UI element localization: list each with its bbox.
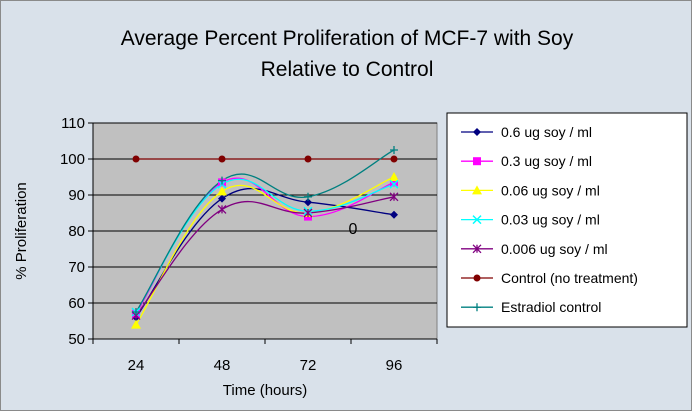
legend-swatch-marker xyxy=(473,157,481,166)
data-point-s2-3 xyxy=(389,172,399,181)
series-line-2 xyxy=(135,176,395,325)
legend-label: 0.3 ug soy / ml xyxy=(501,153,592,169)
x-tick-labels: 24 48 72 96 xyxy=(128,357,403,374)
y-tick-label: 50 xyxy=(68,331,85,348)
y-tick-labels: 50 60 70 80 90 100 110 xyxy=(60,115,85,348)
data-point-s6-3 xyxy=(390,146,398,154)
chart-title-line1: Average Percent Proliferation of MCF-7 w… xyxy=(121,27,574,50)
legend-label: 0.6 ug soy / ml xyxy=(501,124,592,140)
x-tick-label: 96 xyxy=(386,357,403,374)
data-point-s5-2 xyxy=(304,155,312,163)
x-axis-label: Time (hours) xyxy=(223,382,307,399)
data-point-s5-3 xyxy=(390,155,398,163)
data-point-s6-1 xyxy=(218,176,226,185)
legend-label: 0.03 ug soy / ml xyxy=(501,212,600,228)
y-tick-label: 90 xyxy=(68,187,85,204)
x-tick-label: 48 xyxy=(214,357,231,374)
legend-label: 0.06 ug soy / ml xyxy=(501,182,600,198)
data-point-s2-1 xyxy=(217,186,227,196)
y-tick-label: 110 xyxy=(61,115,85,132)
data-point-s0-3 xyxy=(390,210,398,219)
legend-swatch-marker xyxy=(473,274,481,282)
y-tick-label: 80 xyxy=(68,223,85,240)
series-line-4 xyxy=(135,196,395,317)
series-markers xyxy=(131,146,399,329)
data-point-s0-2 xyxy=(304,198,312,207)
data-point-s5-0 xyxy=(132,155,140,163)
y-tick-label: 70 xyxy=(68,259,85,276)
annotation-zero: 0 xyxy=(349,221,358,238)
data-point-s3-3 xyxy=(389,179,399,189)
data-point-s4-2 xyxy=(303,208,313,218)
x-tick-label: 72 xyxy=(300,357,317,374)
data-point-s4-3 xyxy=(389,192,399,202)
y-axis-label: % Proliferation xyxy=(13,182,30,280)
data-point-s0-1 xyxy=(218,194,226,203)
y-tick-label: 100 xyxy=(60,151,85,168)
data-point-s2-0 xyxy=(131,319,141,329)
legend-swatch-marker xyxy=(473,128,481,136)
legend-label: Estradiol control xyxy=(501,299,601,315)
legend-swatch-marker xyxy=(473,303,481,312)
legend-entries: 0.6 ug soy / ml 0.3 ug soy / ml 0.06 ug so… xyxy=(461,124,638,315)
legend-swatch-marker xyxy=(472,244,482,254)
legend-label: Control (no treatment) xyxy=(501,270,638,286)
data-point-s4-1 xyxy=(217,204,227,214)
y-tick-label: 60 xyxy=(68,295,85,312)
data-point-s5-1 xyxy=(218,155,226,163)
data-point-s6-0 xyxy=(132,308,140,316)
data-point-s1-3 xyxy=(390,178,398,187)
x-tick-label: 24 xyxy=(128,357,145,374)
series-lines xyxy=(135,149,395,325)
axes xyxy=(88,122,438,344)
data-point-s6-2 xyxy=(304,192,312,201)
legend-swatch-marker xyxy=(472,185,482,195)
legend-label: 0.006 ug soy / ml xyxy=(501,241,608,257)
chart-title-line2: Relative to Control xyxy=(261,58,434,81)
series-line-6 xyxy=(135,149,395,313)
legend-swatch-marker xyxy=(472,215,482,225)
